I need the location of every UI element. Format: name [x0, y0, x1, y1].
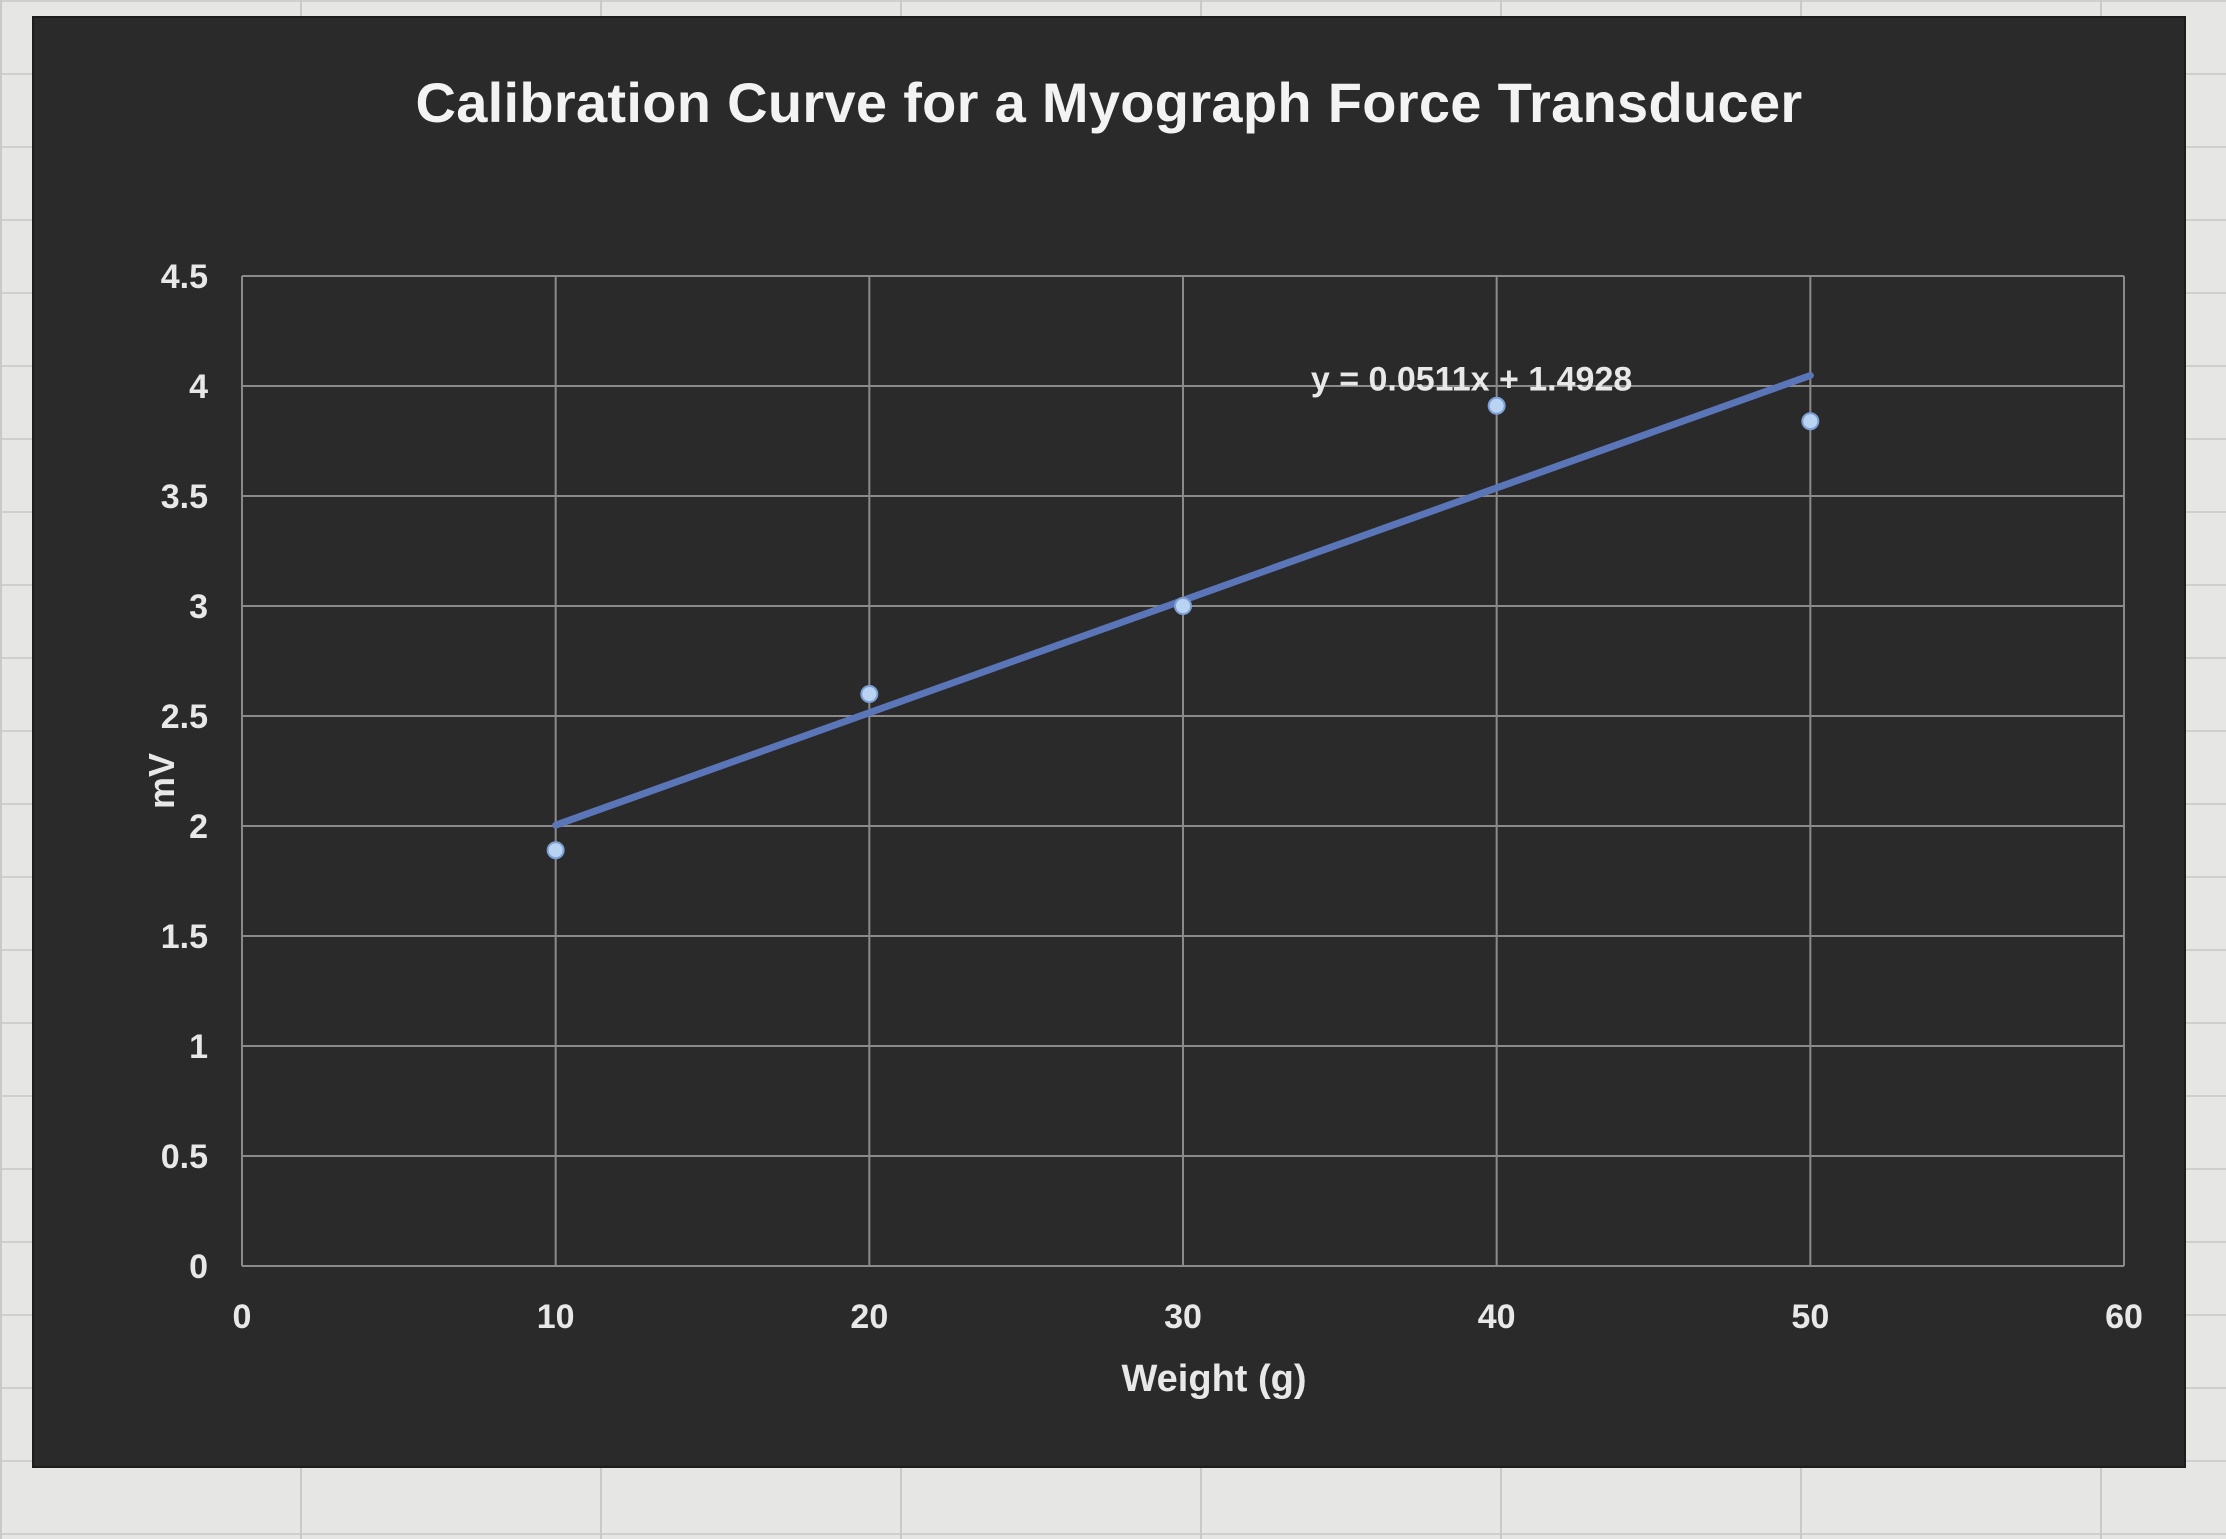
y-tick-label: 0.5	[161, 1138, 208, 1176]
data-point	[1487, 396, 1506, 415]
x-tick-label: 30	[1164, 1298, 1202, 1336]
data-point	[1801, 412, 1820, 431]
chart-title: Calibration Curve for a Myograph Force T…	[415, 71, 1803, 134]
data-point	[860, 685, 879, 703]
x-tick-label: 40	[1478, 1298, 1516, 1336]
y-tick-label: 2.5	[161, 698, 208, 736]
x-tick-label: 20	[850, 1298, 888, 1336]
x-tick-label: 10	[537, 1298, 575, 1336]
x-tick-label: 60	[2105, 1298, 2143, 1336]
y-tick-label: 4.5	[161, 258, 208, 296]
data-point	[1174, 597, 1192, 615]
chart-plot-svg: 0 10 20 30 40 50 60 0 0.5 1 1.5 2 2.5 3 3.5 4 4.5 y = 0.0…	[161, 258, 2143, 1336]
y-tick-label: 2	[189, 808, 208, 846]
x-tick-label: 0	[233, 1298, 252, 1336]
x-axis-label: Weight (g)	[1121, 1358, 1307, 1400]
y-tick-label: 0	[189, 1248, 208, 1286]
y-axis-label: mV	[141, 752, 182, 810]
data-point	[546, 841, 565, 860]
x-tick-label: 50	[1791, 1298, 1829, 1336]
y-tick-label: 4	[189, 368, 208, 406]
chart-area[interactable]: 0 10 20 30 40 50 60 0 0.5 1 1.5 2 2.5 3 3.5 4 4.5 y = 0.0…	[34, 18, 2184, 1466]
y-tick-label: 3	[189, 588, 208, 626]
trendline-equation-label: y = 0.0511x + 1.4928	[1311, 360, 1632, 398]
y-tick-label: 1.5	[161, 918, 208, 956]
y-tick-label: 1	[189, 1028, 208, 1066]
y-tick-label: 3.5	[161, 478, 208, 516]
